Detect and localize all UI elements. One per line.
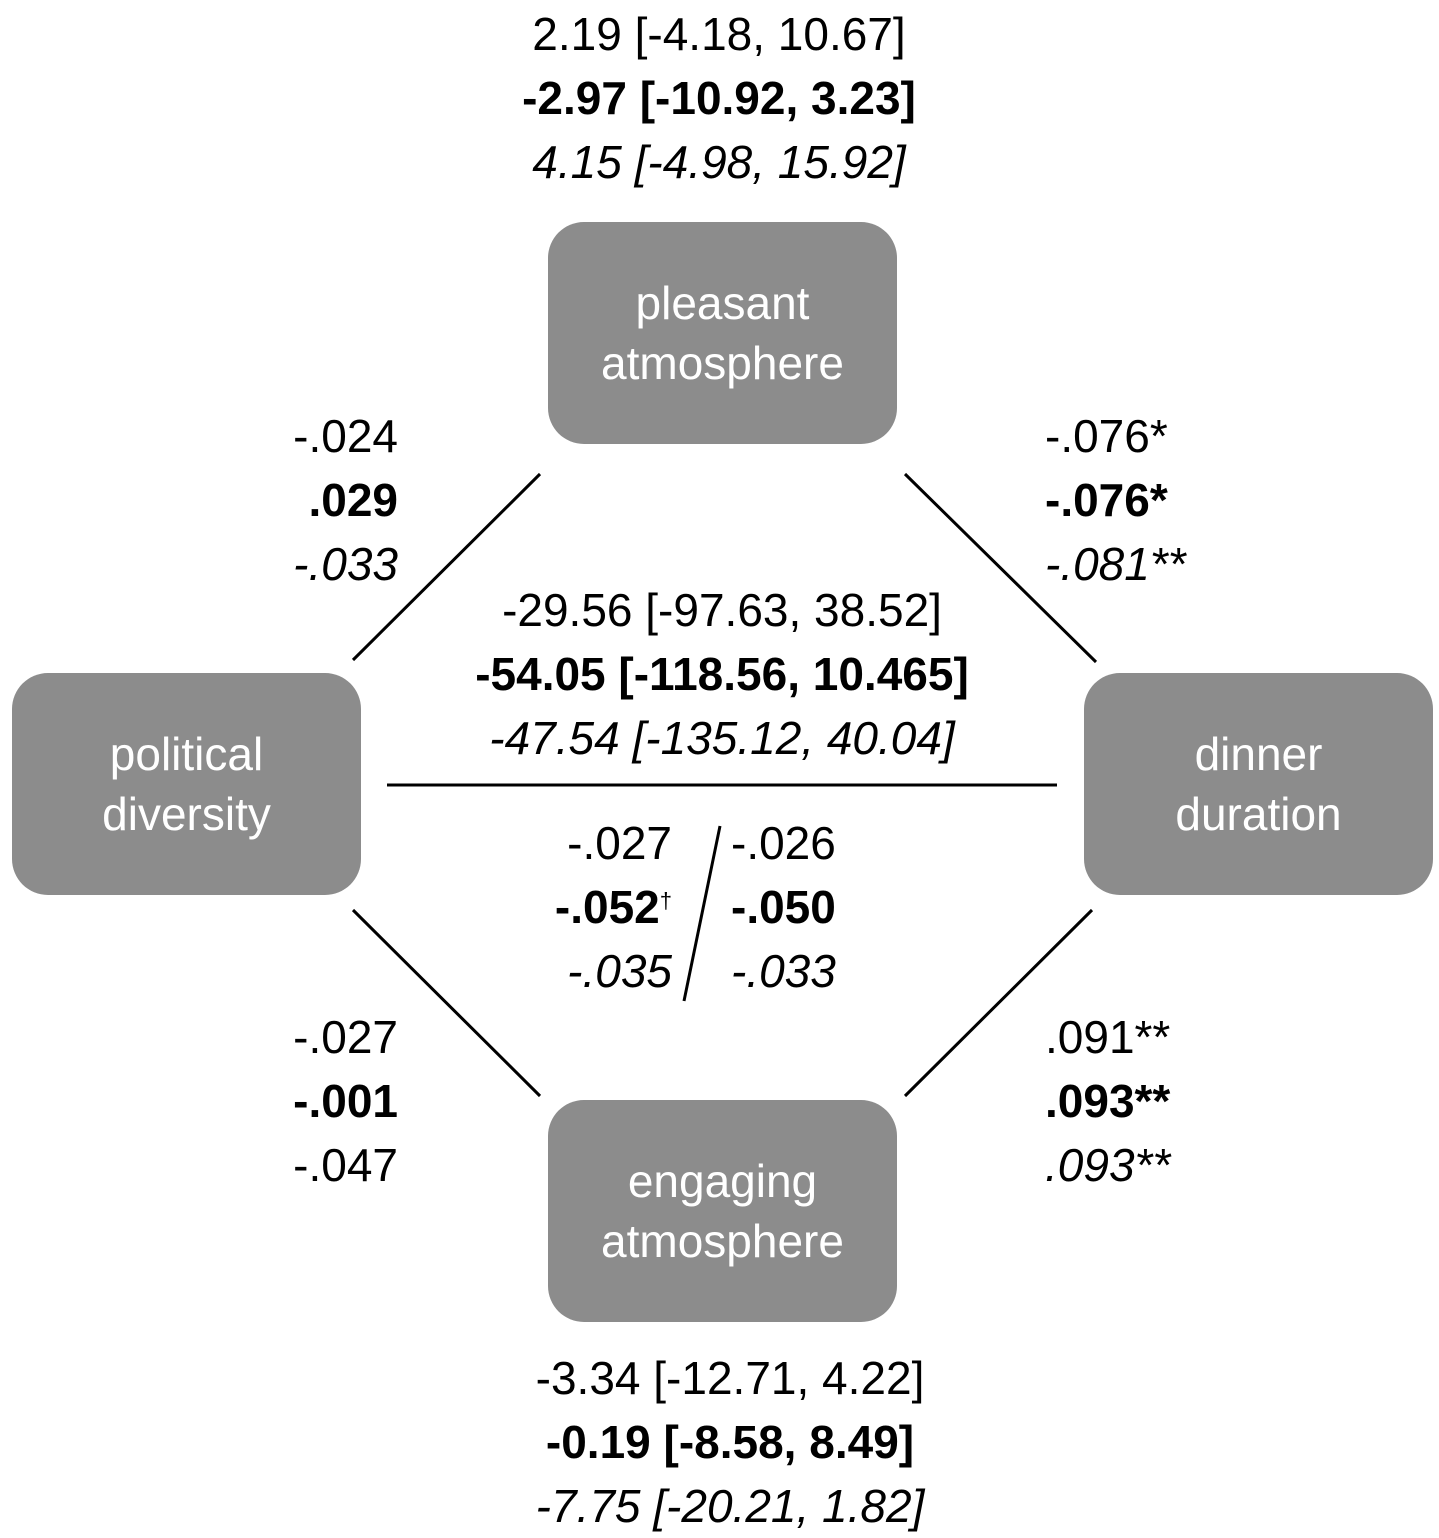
node-engaging-atmosphere: engaging atmosphere [548,1100,897,1322]
node-political-diversity: political diversity [12,673,361,895]
indirect-line-bold: -.052† [472,875,672,939]
ci-line-italic: -47.54 [-135.12, 40.04] [489,712,955,764]
node-label-line: atmosphere [601,337,844,389]
ci-line-bold: -0.19 [-8.58, 8.49] [545,1416,915,1468]
edge-political-to-engaging [351,908,542,1098]
coef-line-regular: -.047 [293,1139,398,1191]
ci-line-italic: 4.15 [-4.98, 15.92] [532,136,906,188]
direct-effect-ci-block: -29.56 [-97.63, 38.52] -54.05 [-118.56, … [372,578,1072,770]
coef-line-bold: -.076* [1045,474,1168,526]
ci-line-italic: -7.75 [-20.21, 1.82] [535,1480,925,1532]
coef-engaging-to-dinner: .091** .093** .093** [1045,1005,1295,1197]
ci-line-bold: -54.05 [-118.56, 10.465] [475,648,969,700]
edge-political-to-pleasant [351,472,542,662]
ci-line-bold: -2.97 [-10.92, 3.23] [522,72,916,124]
indirect-line-bold: -.050 [731,881,836,933]
coef-line-italic: .093** [1045,1139,1171,1191]
indirect-line-italic: -.033 [731,945,836,997]
indirect-line-regular: -.027 [567,817,672,869]
indirect-value: -.052 [554,881,660,933]
coef-line-regular: -.027 [293,1011,398,1063]
node-label-line: pleasant [635,277,810,329]
coef-line-regular: -.024 [293,410,398,462]
node-pleasant-atmosphere: pleasant atmosphere [548,222,897,444]
node-label-line: engaging [627,1155,818,1207]
indirect-effect-engaging: -.026 -.050 -.033 [731,811,931,1003]
ci-line-regular: -29.56 [-97.63, 38.52] [502,584,942,636]
coef-pleasant-to-dinner: -.076* -.076* -.081** [1045,404,1295,596]
node-label-line: dinner [1194,728,1323,780]
ci-line-regular: -3.34 [-12.71, 4.22] [535,1352,925,1404]
coef-political-to-engaging: -.027 -.001 -.047 [200,1005,398,1197]
node-dinner-duration: dinner duration [1084,673,1433,895]
node-label-line: diversity [102,788,271,840]
node-label-line: duration [1175,788,1342,840]
node-label-line: political [109,728,264,780]
indirect-effect-pleasant: -.027 -.052† -.035 [472,811,672,1003]
coef-political-to-pleasant: -.024 .029 -.033 [200,404,398,596]
indirect-line-regular: -.026 [731,817,836,869]
coef-line-regular: .091** [1045,1011,1171,1063]
coef-line-italic: -.033 [293,538,398,590]
coef-line-bold: .029 [308,474,398,526]
pleasant-atmosphere-ci-block: 2.19 [-4.18, 10.67] -2.97 [-10.92, 3.23]… [419,2,1019,194]
edge-pleasant-to-dinner [903,472,1098,664]
indirect-divider [682,825,722,1002]
node-label-line: atmosphere [601,1215,844,1267]
coef-line-regular: -.076* [1045,410,1168,462]
coef-line-bold: -.001 [293,1075,398,1127]
engaging-atmosphere-ci-block: -3.34 [-12.71, 4.22] -0.19 [-8.58, 8.49]… [430,1346,1030,1538]
edge-engaging-to-dinner [903,908,1094,1098]
dagger-mark: † [659,888,672,913]
indirect-line-italic: -.035 [567,945,672,997]
ci-line-regular: 2.19 [-4.18, 10.67] [532,8,906,60]
coef-line-bold: .093** [1045,1075,1171,1127]
coef-line-italic: -.081** [1045,538,1186,590]
